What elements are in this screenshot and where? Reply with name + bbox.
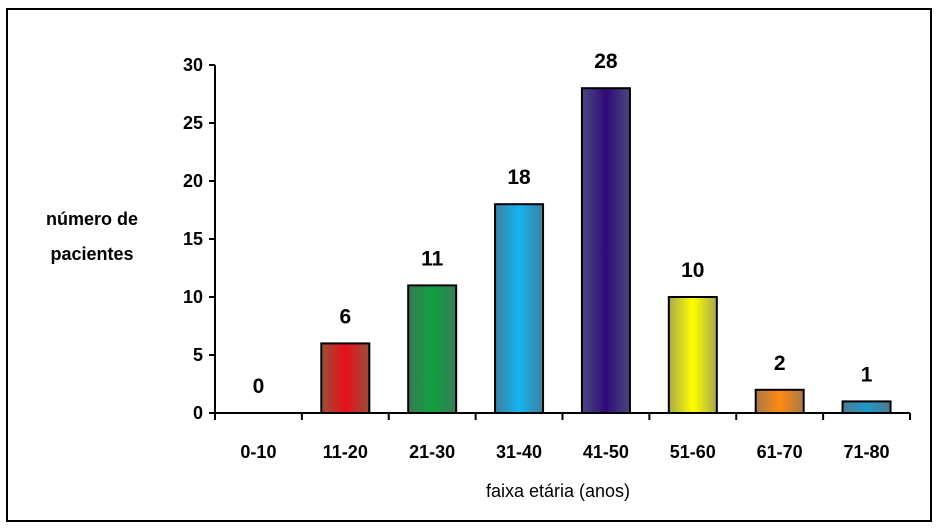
bar-11-20: [320, 342, 371, 414]
x-tick-label: 71-80: [844, 442, 890, 462]
bar-31-40: [494, 203, 545, 414]
data-label-11-20: 6: [339, 305, 351, 328]
x-tick-label: 31-40: [496, 442, 542, 462]
bar-71-80: [841, 400, 892, 414]
bar-21-30: [407, 284, 458, 414]
data-label-0-10: 0: [253, 375, 265, 398]
data-label-61-70: 2: [774, 352, 786, 375]
data-label-41-50: 28: [594, 50, 618, 73]
x-tick-label: 0-10: [240, 442, 276, 462]
bar-51-60: [667, 296, 718, 414]
chart-frame: [6, 8, 932, 522]
x-tick-label: 41-50: [583, 442, 629, 462]
bars: [320, 87, 892, 414]
data-labels: 0 6 11 18 28 10 2 1: [253, 50, 873, 398]
axes: [214, 65, 910, 414]
data-label-31-40: 18: [507, 166, 531, 189]
x-ticks: 0-10 11-20 21-30 31-40 41-50 51-60 61-70 71-80: [214, 413, 911, 462]
y-tick-label: 25: [183, 113, 203, 133]
bar-41-50: [580, 87, 631, 414]
x-tick-label: 21-30: [409, 442, 455, 462]
y-tick-label: 15: [183, 229, 203, 249]
x-tick-label: 51-60: [670, 442, 716, 462]
bar-61-70: [754, 388, 805, 414]
y-axis-label: número de pacientes: [46, 209, 138, 264]
y-tick-label: 20: [183, 171, 203, 191]
y-axis-label-line-1: número de: [46, 209, 138, 229]
y-tick-label: 5: [193, 345, 203, 365]
y-axis-label-line-2: pacientes: [50, 244, 133, 264]
y-tick-label: 0: [193, 403, 203, 423]
y-tick-label: 10: [183, 287, 203, 307]
x-tick-label: 11-20: [323, 442, 368, 462]
x-axis-label: faixa etária (anos): [486, 481, 630, 501]
y-ticks: 0 5 10 15 20 25 30: [183, 55, 215, 423]
y-tick-label: 30: [183, 55, 203, 75]
data-label-71-80: 1: [861, 363, 873, 386]
data-label-21-30: 11: [421, 247, 444, 270]
data-label-51-60: 10: [681, 259, 704, 282]
x-tick-label: 61-70: [757, 442, 803, 462]
